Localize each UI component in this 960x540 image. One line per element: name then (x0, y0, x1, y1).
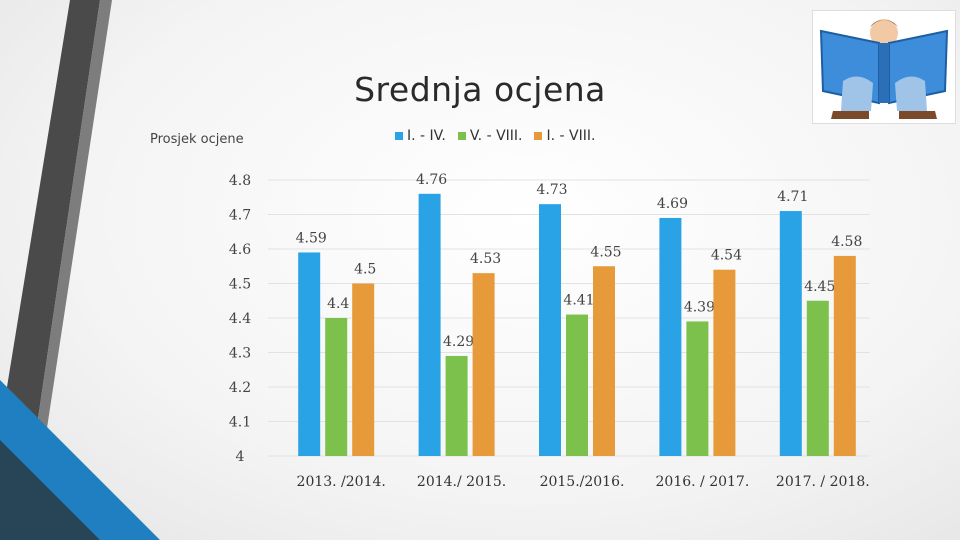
legend-label-5-8: V. - VIII. (469, 128, 523, 144)
legend-item-5-8: V. - VIII. (457, 128, 523, 144)
y-tick-label: 4.1 (229, 415, 251, 431)
y-tick-label: 4.7 (229, 208, 251, 224)
data-label: 4.53 (470, 251, 501, 267)
data-label: 4.73 (536, 182, 567, 198)
bar-vviii-3 (686, 321, 709, 456)
legend-item-1-8: I. - VIII. (534, 128, 595, 144)
bar-vviii-2 (566, 314, 588, 456)
y-tick-label: 4.2 (229, 380, 251, 396)
y-axis-title: Prosjek ocjene (150, 132, 244, 147)
data-label: 4.76 (416, 172, 447, 188)
bar-vviii-4 (806, 300, 829, 456)
legend-label-1-4: I. - IV. (407, 128, 446, 144)
y-tick-label: 4.6 (229, 242, 251, 258)
data-label: 4.71 (777, 189, 808, 205)
data-label: 4.45 (804, 279, 835, 295)
x-category-label: 2017. / 2018. (776, 474, 870, 490)
legend-swatch-orange (534, 132, 543, 140)
data-label: 4.41 (563, 293, 594, 309)
data-label: 4.69 (657, 196, 688, 212)
x-category-label: 2016. / 2017. (656, 474, 750, 490)
child-reading-book-icon (812, 10, 956, 124)
x-category-label: 2013. /2014. (297, 474, 386, 490)
y-tick-label: 4.8 (229, 173, 251, 189)
legend-swatch-green (457, 132, 466, 140)
bar-iiv-2 (539, 204, 561, 456)
decor-triangle-dark (0, 440, 100, 540)
data-label: 4.39 (684, 299, 715, 315)
y-tick-label: 4.5 (229, 277, 251, 293)
y-tick-label: 4.3 (229, 346, 251, 362)
chart-title: Srednja ocjena (354, 70, 606, 109)
data-label: 4.58 (831, 234, 862, 250)
bar-iviii-2 (593, 266, 615, 456)
y-tick-label: 4.4 (229, 311, 251, 327)
bar-iviii-1 (472, 273, 495, 456)
bar-iiv-1 (418, 193, 441, 457)
legend-item-1-4: I. - IV. (395, 128, 446, 144)
data-label: 4.29 (443, 334, 474, 350)
x-category-label: 2014./ 2015. (417, 474, 506, 490)
data-label: 4.59 (296, 230, 327, 246)
data-label: 4.5 (354, 262, 376, 278)
bar-vviii-0 (325, 318, 348, 456)
bar-vviii-1 (445, 355, 468, 456)
data-label: 4.55 (590, 244, 621, 260)
chart-legend: I. - IV. V. - VIII. I. - VIII. (395, 128, 595, 144)
y-tick-label: 4 (236, 449, 245, 465)
bar-iviii-0 (352, 283, 375, 456)
legend-swatch-blue (395, 132, 403, 140)
bar-iiv-0 (298, 252, 321, 456)
legend-label-1-8: I. - VIII. (546, 128, 596, 144)
bar-iviii-4 (833, 255, 856, 456)
bar-iiv-3 (659, 217, 682, 456)
decor-stripe-grey (20, 0, 112, 540)
bar-iviii-3 (713, 269, 736, 456)
y-axis-ticks: 4 4.1 4.2 4.3 4.4 4.5 4.6 4.7 4.8 (229, 173, 251, 465)
data-label: 4.4 (327, 296, 349, 312)
x-category-label: 2015./2016. (540, 474, 625, 490)
bar-group: 4.59 4.4 4.5 4.76 4.29 4.53 4.73 4.41 4.55 4.69 4.… (296, 172, 862, 457)
data-label: 4.54 (711, 248, 742, 264)
x-axis-categories: 2013. /2014. 2014./ 2015. 2015./2016. 2016.… (297, 474, 870, 490)
bar-iiv-4 (779, 211, 802, 456)
